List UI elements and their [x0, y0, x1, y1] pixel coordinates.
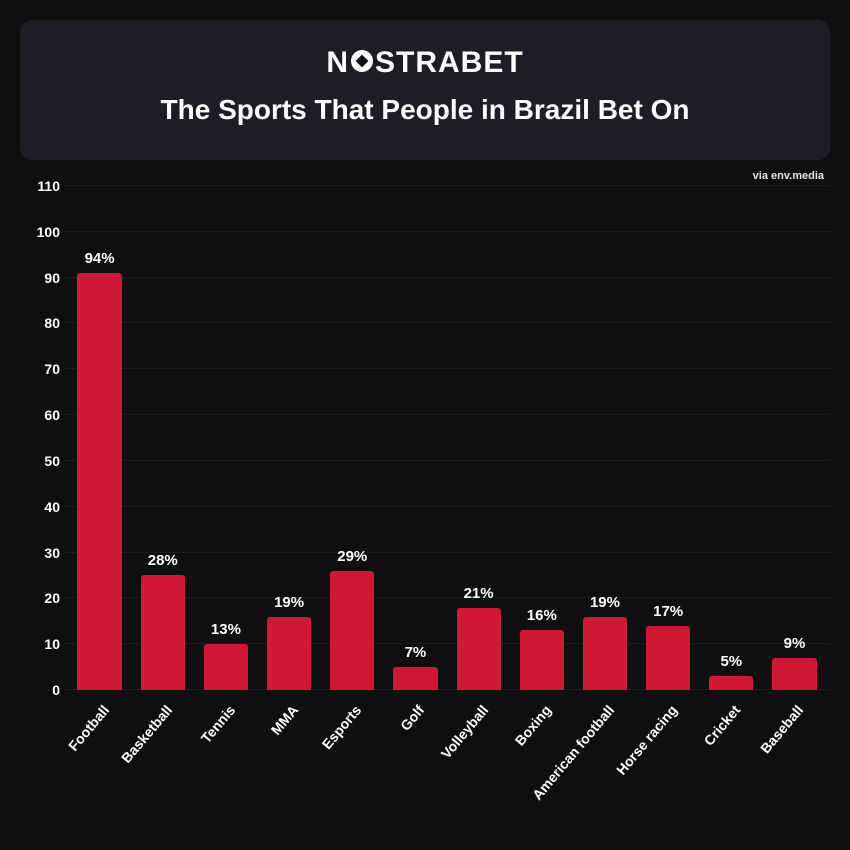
soccer-ball-icon — [351, 50, 373, 72]
y-axis-tick: 0 — [20, 682, 60, 698]
bar-slot: 19%MMA — [258, 186, 321, 690]
source-attribution: via env.media — [20, 160, 830, 186]
bar-slot: 16%Boxing — [510, 186, 573, 690]
x-axis-category-label: Tennis — [198, 702, 239, 746]
y-axis-tick: 20 — [20, 590, 60, 606]
brand-logo: N STRABET — [326, 46, 523, 80]
x-axis-category-label: Golf — [397, 702, 427, 734]
y-axis-tick: 30 — [20, 545, 60, 561]
bar-slot: 17%Horse racing — [637, 186, 700, 690]
x-axis-category-label: Cricket — [701, 702, 744, 749]
x-axis-category-label: Baseball — [757, 702, 806, 756]
bar — [393, 667, 437, 690]
bar-value-label: 17% — [653, 603, 683, 620]
y-axis-tick: 10 — [20, 636, 60, 652]
bar-value-label: 19% — [590, 594, 620, 611]
bar — [330, 571, 374, 690]
bar-value-label: 5% — [720, 653, 742, 670]
infographic-container: N STRABET The Sports That People in Braz… — [0, 0, 850, 850]
bar-slot: 5%Cricket — [700, 186, 763, 690]
y-axis-tick: 100 — [20, 224, 60, 240]
x-axis-category-label: Esports — [319, 702, 365, 752]
bar-slot: 21%Volleyball — [447, 186, 510, 690]
bar — [267, 617, 311, 690]
y-axis-tick: 40 — [20, 499, 60, 515]
y-axis-tick: 70 — [20, 361, 60, 377]
chart-title: The Sports That People in Brazil Bet On — [40, 94, 810, 126]
bar-slot: 28%Basketball — [131, 186, 194, 690]
bar-slot: 13%Tennis — [194, 186, 257, 690]
header-card: N STRABET The Sports That People in Braz… — [20, 20, 830, 160]
x-axis-category-label: Horse racing — [613, 702, 680, 778]
bar-value-label: 29% — [337, 548, 367, 565]
bar-value-label: 19% — [274, 594, 304, 611]
x-axis-category-label: Basketball — [118, 702, 175, 766]
bar-slot: 9%Baseball — [763, 186, 826, 690]
bar-value-label: 28% — [148, 552, 178, 569]
bar-value-label: 7% — [405, 644, 427, 661]
chart-area: 010203040506070809010011094%Football28%B… — [20, 186, 830, 830]
bar-slot: 7%Golf — [384, 186, 447, 690]
y-axis-tick: 50 — [20, 453, 60, 469]
bar — [77, 273, 121, 690]
x-axis-category-label: Boxing — [511, 702, 554, 749]
bar — [709, 676, 753, 690]
y-axis-tick: 80 — [20, 315, 60, 331]
bar — [520, 630, 564, 690]
bar-value-label: 13% — [211, 621, 241, 638]
bar — [457, 608, 501, 690]
bar-value-label: 16% — [527, 607, 557, 624]
bar-value-label: 94% — [85, 250, 115, 267]
x-axis-category-label: MMA — [268, 702, 302, 738]
bar-slot: 94%Football — [68, 186, 131, 690]
bar — [204, 644, 248, 690]
bar — [141, 575, 185, 690]
x-axis-category-label: Football — [65, 702, 112, 754]
y-axis-tick: 110 — [20, 178, 60, 194]
y-axis-tick: 60 — [20, 407, 60, 423]
bar-value-label: 9% — [784, 635, 806, 652]
bar — [772, 658, 816, 690]
bar-slot: 19%American football — [573, 186, 636, 690]
logo-text-part1: N — [326, 46, 349, 80]
logo-text-part2: STRABET — [375, 46, 524, 80]
bar — [646, 626, 690, 690]
bar-slot: 29%Esports — [321, 186, 384, 690]
bar — [583, 617, 627, 690]
y-axis-tick: 90 — [20, 270, 60, 286]
bar-value-label: 21% — [464, 585, 494, 602]
bars-group: 94%Football28%Basketball13%Tennis19%MMA2… — [64, 186, 830, 690]
chart-plot: 010203040506070809010011094%Football28%B… — [64, 186, 830, 690]
x-axis-category-label: Volleyball — [437, 702, 491, 762]
